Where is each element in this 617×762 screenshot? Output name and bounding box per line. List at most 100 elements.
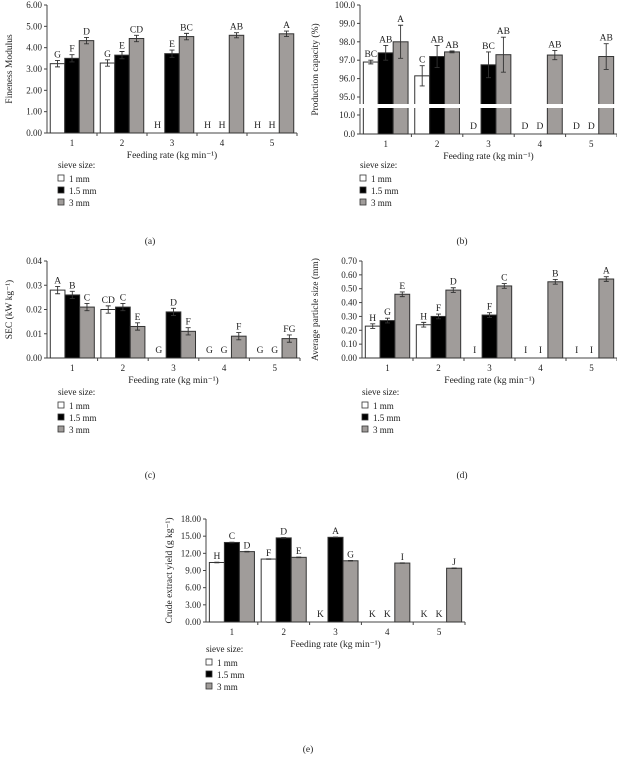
significance-letter: A <box>397 15 404 25</box>
significance-letter: D <box>573 122 580 132</box>
legend-item: 1 mm <box>373 401 394 411</box>
significance-letter: C <box>501 274 507 284</box>
bar-3mm <box>444 51 460 135</box>
x-tick-label: 1 <box>383 139 388 149</box>
x-tick-label: 5 <box>437 627 442 637</box>
bar-3mm <box>238 551 255 623</box>
significance-letter: BC <box>180 23 193 33</box>
significance-letter: D <box>450 278 457 288</box>
bar-3mm <box>394 293 411 359</box>
significance-letter: K <box>436 610 443 620</box>
x-axis-label: Feeding rate (kg min⁻¹) <box>443 151 533 162</box>
significance-letter: H <box>254 121 261 131</box>
error-bar <box>214 561 220 564</box>
x-tick-label: 1 <box>230 627 235 637</box>
bar-3mm <box>290 556 307 623</box>
y-tick-label: 0.00 <box>185 617 201 627</box>
significance-letter: C <box>84 293 90 303</box>
significance-letter: D <box>522 122 529 132</box>
panel-label: (c) <box>145 470 156 481</box>
y-tick-label: 0.60 <box>341 270 357 280</box>
error-bar <box>266 558 272 560</box>
axis-break <box>354 104 617 108</box>
significance-letter: AB <box>497 27 510 37</box>
legend-swatch <box>359 198 367 206</box>
legend: sieve size: 1 mm 1.5 mm 3 mm <box>361 387 401 435</box>
y-axis-label: Average particle size (mm) <box>310 258 321 361</box>
bar-15mm <box>429 56 446 135</box>
significance-letter: H <box>219 121 226 131</box>
legend-title: sieve size: <box>362 387 399 397</box>
error-bar <box>348 560 354 562</box>
y-tick-label: 97.0 <box>339 55 355 65</box>
error-bar <box>501 283 507 289</box>
legend: sieve size: 1 mm 1.5 mm 3 mm <box>359 160 399 208</box>
legend-item: 1 mm <box>371 174 392 184</box>
chart-panel-1: 0.00 1.00 2.00 3.00 4.00 5.00 6.00 Fineness Mod… <box>5 0 298 247</box>
legend: sieve size: 1 mm 1.5 mm 3 mm <box>57 160 97 208</box>
significance-letter: E <box>296 547 302 557</box>
error-bar <box>69 54 75 63</box>
chart-panel-4: 0.00 0.10 0.20 0.30 0.40 0.50 0.60 0.70 Average … <box>310 256 617 481</box>
x-tick-label: 4 <box>220 138 225 148</box>
y-tick-label: 9.00 <box>185 566 201 576</box>
significance-letter: H <box>213 552 220 562</box>
significance-letter: F <box>236 323 241 333</box>
legend: sieve size: 1 mm 1.5 mm 3 mm <box>205 644 245 692</box>
y-tick-label: 100.0 <box>335 0 356 10</box>
significance-letter: G <box>271 346 278 356</box>
x-axis-label: Feeding rate (kg min⁻¹) <box>128 375 218 386</box>
bar-15mm <box>165 311 182 359</box>
y-tick-label: 99.0 <box>339 18 355 28</box>
bar-1mm <box>99 62 116 134</box>
bar-3mm <box>278 33 295 134</box>
x-tick-label: 3 <box>486 139 491 149</box>
bar-15mm <box>115 306 131 359</box>
legend-item: 3 mm <box>371 198 392 208</box>
x-tick-label: 1 <box>70 138 75 148</box>
error-bar <box>244 550 250 553</box>
significance-letter: G <box>347 550 354 560</box>
significance-letter: E <box>169 40 175 50</box>
y-tick-label: 5.00 <box>26 21 42 31</box>
bar-3mm <box>178 36 195 134</box>
significance-letter: D <box>83 27 90 37</box>
error-bar <box>105 305 111 314</box>
bar-15mm <box>481 314 498 359</box>
significance-letter: AB <box>548 40 561 50</box>
significance-letter: AB <box>379 35 392 45</box>
significance-letter: A <box>603 267 610 277</box>
significance-letter: F <box>487 303 492 313</box>
error-bar <box>135 322 141 331</box>
significance-letter: A <box>332 527 339 537</box>
x-axis-label: Feeding rate (kg min⁻¹) <box>127 150 217 161</box>
y-tick-label: 12.00 <box>181 548 202 558</box>
y-tick-label: 0.20 <box>341 325 357 335</box>
significance-letter: B <box>69 281 75 291</box>
significance-letter: D <box>536 122 543 132</box>
error-bar <box>398 24 404 59</box>
x-tick-label: 1 <box>385 363 390 373</box>
error-bar <box>421 321 427 328</box>
panel-label: (b) <box>456 236 467 247</box>
bar-15mm <box>275 537 292 623</box>
x-tick-label: 4 <box>538 363 543 373</box>
y-tick-label: 0.03 <box>26 280 42 290</box>
significance-letter: I <box>473 346 476 356</box>
bar-1mm <box>49 63 66 134</box>
y-tick-label: 0.0 <box>344 129 356 139</box>
y-tick-label: 0.02 <box>26 305 42 315</box>
error-bar <box>69 290 75 300</box>
legend-swatch <box>359 186 367 194</box>
significance-letter: G <box>104 50 111 60</box>
bar-15mm <box>223 541 240 623</box>
bar-3mm <box>129 325 146 359</box>
significance-letter: H <box>154 121 161 131</box>
significance-letter: H <box>269 121 276 131</box>
legend-item: 1 mm <box>217 658 238 668</box>
error-bar <box>419 65 425 87</box>
legend-swatch <box>57 198 65 206</box>
significance-letter: K <box>384 610 391 620</box>
panel-label: (d) <box>456 470 467 481</box>
x-tick-label: 3 <box>170 138 175 148</box>
